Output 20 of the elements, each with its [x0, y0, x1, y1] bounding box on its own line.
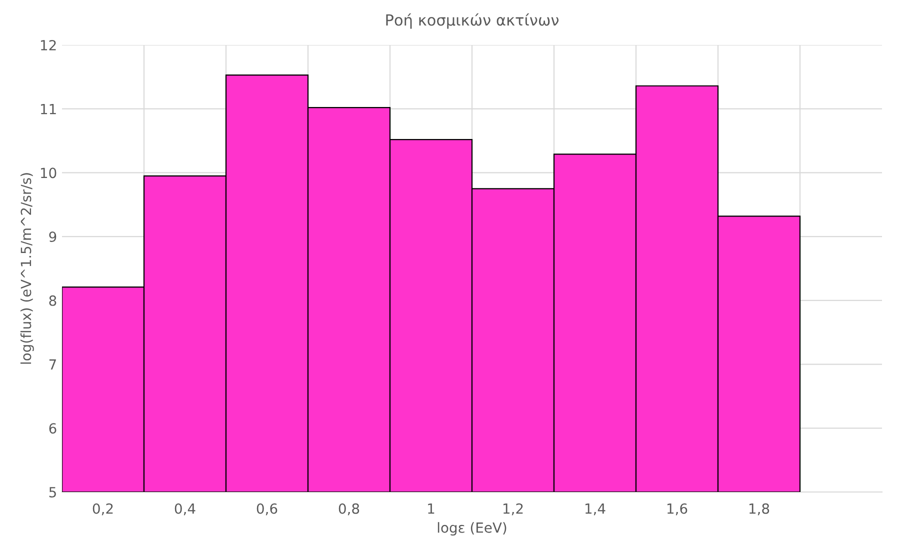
chart-title: Ροή κοσμικών ακτίνων — [386, 13, 559, 29]
y-tick-label: 8 — [49, 295, 56, 306]
x-tick-label: 1,8 — [749, 503, 770, 516]
x-tick-label: 1,2 — [503, 503, 523, 516]
y-tick-label: 5 — [49, 487, 56, 498]
y-tick-label: 10 — [40, 168, 56, 178]
x-tick-label: 1 — [428, 504, 434, 514]
x-tick-label: 0,2 — [92, 503, 113, 516]
y-tick-label: 11 — [40, 104, 56, 114]
x-tick-label: 0,8 — [338, 503, 360, 516]
x-tick-label: 0,6 — [256, 503, 278, 516]
y-axis-title: log(flux) (eV^1.5/m^2/sr/s) — [20, 173, 34, 364]
y-tick-label: 12 — [40, 40, 56, 50]
y-tick-label: 6 — [49, 423, 56, 434]
x-tick-label: 1,6 — [667, 503, 688, 516]
y-tick-label: 7 — [49, 359, 56, 370]
x-tick-label: 1,4 — [585, 504, 606, 516]
x-tick-label: 0,4 — [174, 503, 196, 516]
y-tick-label: 9 — [49, 232, 56, 242]
x-axis-title: logε (EeV) — [438, 522, 506, 536]
